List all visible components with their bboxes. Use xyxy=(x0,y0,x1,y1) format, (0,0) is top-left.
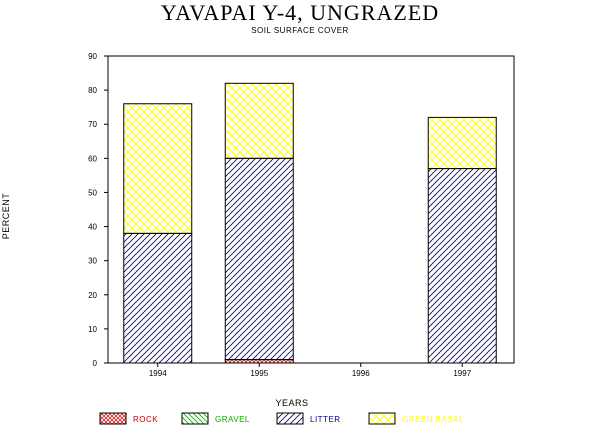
x-tick-label: 1996 xyxy=(352,369,370,378)
x-axis-label: YEARS xyxy=(275,398,308,408)
legend: ROCK GRAVEL LITTER GREEN BASAL xyxy=(99,412,464,425)
y-tick-label: 90 xyxy=(88,52,97,61)
bar-segment-green-basal xyxy=(427,116,497,170)
chart-subtitle: SOIL SURFACE COVER xyxy=(251,26,349,35)
legend-swatch-green-basal xyxy=(368,412,396,425)
y-tick-label: 80 xyxy=(88,86,97,95)
x-tick-label: 1994 xyxy=(149,369,167,378)
y-tick-label: 60 xyxy=(88,154,97,163)
y-tick-label: 20 xyxy=(88,291,97,300)
legend-label-green-basal: GREEN BASAL xyxy=(402,415,464,424)
x-tick-label: 1995 xyxy=(250,369,268,378)
bar-segment-rock xyxy=(224,359,294,364)
legend-label-litter: LITTER xyxy=(310,415,341,424)
y-tick-label: 50 xyxy=(88,188,97,197)
bar-segment-green-basal xyxy=(224,82,294,159)
y-tick-label: 30 xyxy=(88,257,97,266)
legend-swatch-gravel xyxy=(181,412,209,425)
legend-swatch-rock xyxy=(99,412,127,425)
x-tick-label: 1997 xyxy=(453,369,471,378)
y-tick-label: 40 xyxy=(88,223,97,232)
y-tick-label: 0 xyxy=(93,359,98,368)
bar-segment-litter xyxy=(224,157,294,361)
bar-segment-litter xyxy=(427,168,497,364)
plot-frame xyxy=(107,55,515,364)
plot-area: 0 10 20 30 40 50 60 70 80 90 1994 1995 1996 1997 xyxy=(88,52,515,378)
bar-segment-green-basal xyxy=(123,103,193,234)
bar-segment-litter xyxy=(123,232,193,364)
y-axis-label: PERCENT xyxy=(1,193,11,240)
chart-title: YAVAPAI Y-4, UNGRAZED xyxy=(161,0,439,25)
y-tick-label: 70 xyxy=(88,120,97,129)
legend-label-gravel: GRAVEL xyxy=(215,415,250,424)
legend-label-rock: ROCK xyxy=(133,415,158,424)
y-tick-label: 10 xyxy=(88,325,97,334)
legend-swatch-litter xyxy=(276,412,304,425)
